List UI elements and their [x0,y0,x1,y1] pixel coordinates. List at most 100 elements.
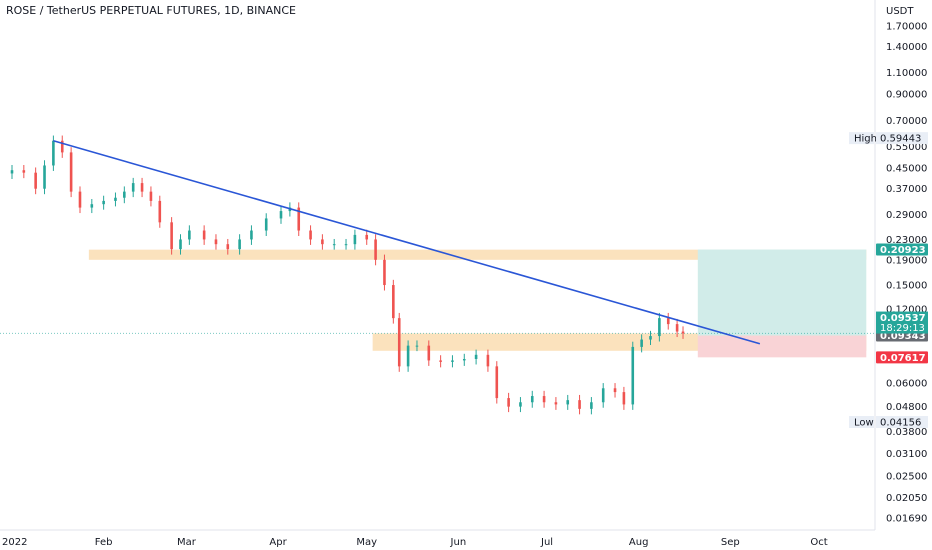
candle[interactable] [507,398,510,407]
plot-area[interactable] [0,135,875,415]
candle[interactable] [69,152,73,192]
x-tick-label: Mar [177,537,197,548]
x-tick-label: Oct [810,537,827,548]
y-tick-label: 0.04800 [886,402,927,413]
trendline[interactable] [53,139,761,345]
candle[interactable] [406,345,410,367]
stop-position[interactable] [697,335,867,358]
candle[interactable] [321,239,324,245]
candle[interactable] [102,200,105,205]
candle[interactable] [43,165,46,189]
candle[interactable] [158,200,162,223]
candle[interactable] [365,234,369,240]
candle[interactable] [309,230,312,240]
candle[interactable] [90,204,94,208]
candle[interactable] [34,172,37,189]
candle[interactable] [22,170,26,173]
y-tick-label: 0.01690 [886,514,927,525]
candle[interactable] [474,354,478,359]
low-label: Low [854,417,874,428]
candle[interactable] [60,140,64,153]
y-tick-label: 0.55000 [886,142,927,153]
candle[interactable] [613,388,617,393]
current-price-value: 0.09537 [880,313,926,324]
candle[interactable] [578,400,581,409]
candle[interactable] [383,259,386,286]
candle[interactable] [530,396,534,403]
candle[interactable] [10,170,14,174]
candle[interactable] [542,396,546,403]
high-label-bg [849,132,874,145]
candle[interactable] [297,207,301,231]
low-badge [876,415,928,428]
candle[interactable] [226,244,230,250]
candle[interactable] [415,345,419,347]
candle[interactable] [397,318,401,367]
candle[interactable] [149,191,153,201]
candle[interactable] [114,197,117,201]
candle[interactable] [78,191,82,208]
candle[interactable] [52,140,55,166]
x-tick-label: Feb [95,537,113,548]
x-tick-label: 2022 [2,537,27,548]
candle[interactable] [374,239,377,260]
candle[interactable] [486,354,490,367]
current-price-countdown: 18:29:13 [880,323,925,334]
y-tick-label: 0.37000 [886,184,927,195]
candle[interactable] [666,318,670,325]
candle[interactable] [214,239,218,245]
candle[interactable] [439,360,442,362]
candle[interactable] [332,244,336,246]
candle[interactable] [344,244,348,246]
high-label: High [854,134,877,145]
price-axis[interactable]: USDT 1.70000 1.40000 1.10000 0.90000 0.70000… [874,0,927,530]
candle[interactable] [179,239,182,250]
candle[interactable] [658,318,661,337]
candle[interactable] [622,392,626,405]
y-tick-label: 0.90000 [886,89,927,100]
candle[interactable] [681,331,685,334]
candle[interactable] [451,360,454,362]
candle[interactable] [279,211,283,219]
candle[interactable] [202,230,206,240]
y-tick-label: 0.29000 [886,210,927,221]
candle[interactable] [640,339,643,347]
candle[interactable] [427,345,431,361]
candle[interactable] [264,218,268,231]
candle[interactable] [250,230,253,240]
candle[interactable] [140,183,144,192]
high-badge [876,132,928,145]
y-tick-label: 0.03100 [886,449,927,460]
candle[interactable] [188,230,191,240]
resistance-zone[interactable] [88,249,867,260]
candle[interactable] [566,400,570,405]
candle[interactable] [590,402,593,409]
candle[interactable] [123,191,126,198]
target-position[interactable] [697,249,867,336]
candle[interactable] [519,402,522,407]
candle[interactable] [462,358,466,361]
y-tick-label: 0.15000 [886,281,927,292]
candle[interactable] [353,234,357,245]
candle[interactable] [631,346,635,405]
chart-title: ROSE / TetherUS PERPETUAL FUTURES, 1D, B… [6,4,296,17]
candle[interactable] [170,222,173,250]
x-tick-label: Sep [721,537,740,548]
y-tick-label: 1.70000 [886,22,927,33]
candle[interactable] [601,388,605,403]
y-tick-label: 0.02050 [886,493,927,504]
y-tick-label: 1.10000 [886,68,927,79]
y-tick-label: 1.40000 [886,42,927,53]
candle[interactable] [554,402,558,405]
y-tick-label: 0.02500 [886,472,927,483]
stop-value: 0.07617 [880,353,926,364]
time-axis[interactable]: 2022 Feb Mar Apr May Jun Jul Aug Sep Oct [0,529,875,548]
candle[interactable] [649,336,652,340]
y-tick-label: 0.70000 [886,116,927,127]
candle[interactable] [675,324,679,332]
candle[interactable] [238,239,241,250]
candle[interactable] [131,183,135,192]
candle[interactable] [392,285,395,319]
candle[interactable] [495,366,499,399]
